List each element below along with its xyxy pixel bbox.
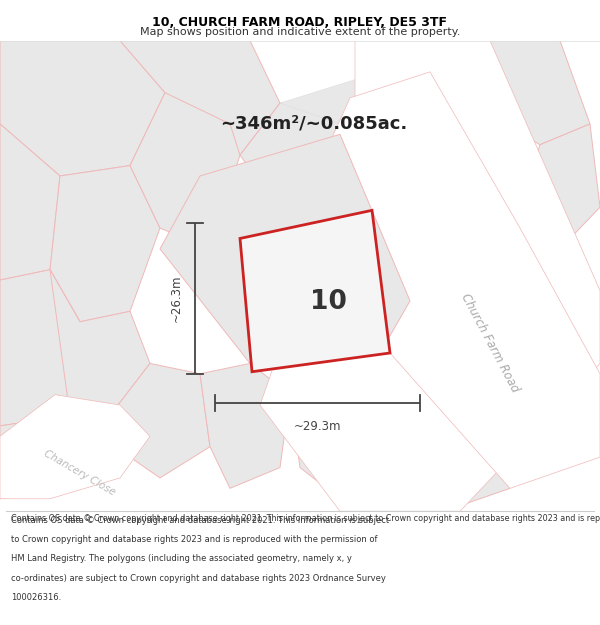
- Text: Contains OS data © Crown copyright and database right 2021. This information is : Contains OS data © Crown copyright and d…: [11, 516, 389, 524]
- Text: ~29.3m: ~29.3m: [294, 419, 341, 432]
- Polygon shape: [490, 208, 570, 332]
- Polygon shape: [0, 41, 165, 176]
- Polygon shape: [160, 134, 410, 363]
- Polygon shape: [310, 72, 600, 488]
- Text: 10: 10: [310, 289, 347, 315]
- Polygon shape: [260, 41, 600, 511]
- Polygon shape: [480, 332, 570, 478]
- Polygon shape: [410, 363, 520, 509]
- Polygon shape: [0, 416, 130, 499]
- Polygon shape: [240, 103, 380, 208]
- Polygon shape: [0, 124, 60, 280]
- Polygon shape: [0, 394, 150, 499]
- Polygon shape: [280, 72, 440, 155]
- Polygon shape: [290, 353, 420, 499]
- Polygon shape: [380, 41, 470, 124]
- Text: Chancery Close: Chancery Close: [43, 448, 118, 498]
- Polygon shape: [520, 124, 600, 239]
- Text: Contains OS data © Crown copyright and database right 2021. This information is : Contains OS data © Crown copyright and d…: [11, 514, 600, 522]
- Text: ~26.3m: ~26.3m: [170, 274, 183, 322]
- Polygon shape: [130, 92, 240, 249]
- Text: co-ordinates) are subject to Crown copyright and database rights 2023 Ordnance S: co-ordinates) are subject to Crown copyr…: [11, 574, 386, 582]
- Text: Church Farm Road: Church Farm Road: [458, 291, 521, 394]
- Polygon shape: [0, 270, 80, 426]
- Text: Map shows position and indicative extent of the property.: Map shows position and indicative extent…: [140, 27, 460, 37]
- Text: 10, CHURCH FARM ROAD, RIPLEY, DE5 3TF: 10, CHURCH FARM ROAD, RIPLEY, DE5 3TF: [152, 16, 448, 29]
- Polygon shape: [120, 41, 280, 155]
- Polygon shape: [200, 363, 290, 488]
- Text: 100026316.: 100026316.: [11, 593, 61, 602]
- Polygon shape: [240, 211, 390, 372]
- Polygon shape: [50, 270, 150, 416]
- Text: ~346m²/~0.085ac.: ~346m²/~0.085ac.: [220, 115, 407, 133]
- Polygon shape: [460, 41, 590, 145]
- Text: to Crown copyright and database rights 2023 and is reproduced with the permissio: to Crown copyright and database rights 2…: [11, 535, 377, 544]
- Polygon shape: [50, 166, 160, 322]
- Polygon shape: [110, 363, 210, 478]
- Polygon shape: [530, 322, 590, 447]
- Text: HM Land Registry. The polygons (including the associated geometry, namely x, y: HM Land Registry. The polygons (includin…: [11, 554, 352, 563]
